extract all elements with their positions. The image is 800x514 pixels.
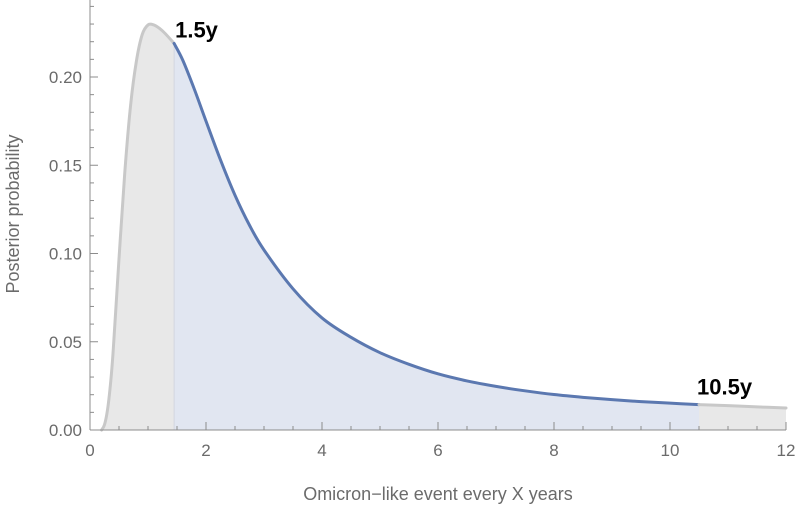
y-tick-label: 0.00 — [49, 421, 82, 440]
x-tick-label: 0 — [85, 441, 94, 460]
y-tick-label: 0.05 — [49, 333, 82, 352]
curve-outside-right — [697, 403, 788, 410]
y-tick-label: 0.10 — [49, 245, 82, 264]
x-tick-label: 6 — [433, 441, 442, 460]
x-tick-label: 8 — [549, 441, 558, 460]
y-axis-title: Posterior probability — [3, 134, 23, 293]
curve-credible-interval — [172, 41, 701, 407]
plot-areas — [101, 24, 786, 431]
outside-interval-right-area — [699, 404, 786, 430]
axis-tick-labels: 0.00 0.05 0.10 0.15 0.20 0 2 4 6 8 10 12 — [49, 68, 796, 460]
x-axis-title: Omicron−like event every X years — [303, 484, 573, 504]
credible-interval-area — [174, 43, 700, 430]
lower-bound-annotation: 1.5y — [175, 17, 219, 42]
axis-ticks — [89, 5, 787, 431]
x-tick-label: 2 — [201, 441, 210, 460]
y-tick-label: 0.20 — [49, 68, 82, 87]
x-tick-label: 10 — [661, 441, 680, 460]
x-tick-label: 12 — [777, 441, 796, 460]
y-tick-label: 0.15 — [49, 156, 82, 175]
x-tick-label: 4 — [317, 441, 326, 460]
outside-interval-left-area — [101, 24, 175, 431]
upper-bound-annotation: 10.5y — [697, 375, 753, 400]
plot-lines — [100, 22, 788, 432]
curve-outside-left — [100, 22, 176, 432]
